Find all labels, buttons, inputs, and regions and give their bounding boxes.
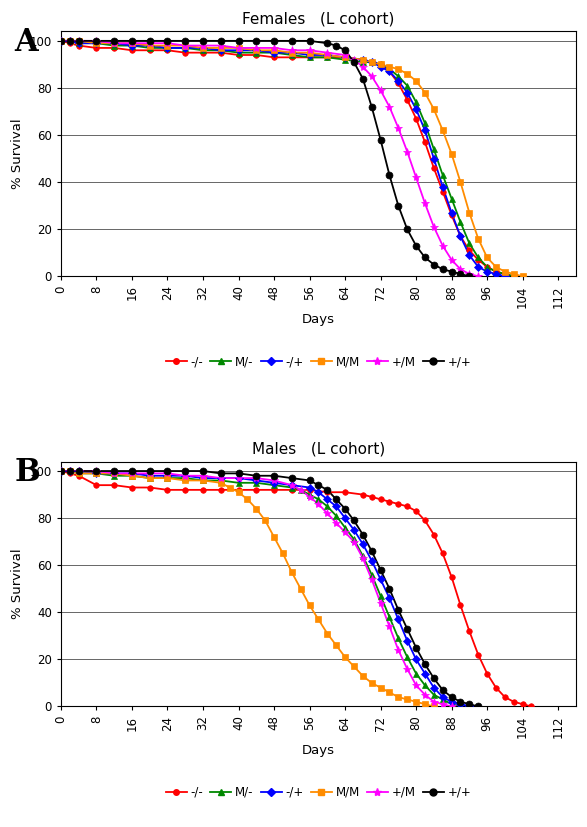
Legend: -/-, M/-, -/+, M/M, +/M, +/+: -/-, M/-, -/+, M/M, +/M, +/+	[161, 781, 476, 803]
Title: Females   (L cohort): Females (L cohort)	[242, 11, 394, 26]
Text: B: B	[15, 457, 41, 488]
Y-axis label: % Survival: % Survival	[11, 549, 24, 619]
X-axis label: Days: Days	[302, 313, 335, 327]
Title: Males   (L cohort): Males (L cohort)	[252, 442, 385, 457]
Y-axis label: % Survival: % Survival	[11, 118, 24, 189]
X-axis label: Days: Days	[302, 743, 335, 757]
Legend: -/-, M/-, -/+, M/M, +/M, +/+: -/-, M/-, -/+, M/M, +/M, +/+	[161, 351, 476, 373]
Text: A: A	[15, 26, 38, 58]
